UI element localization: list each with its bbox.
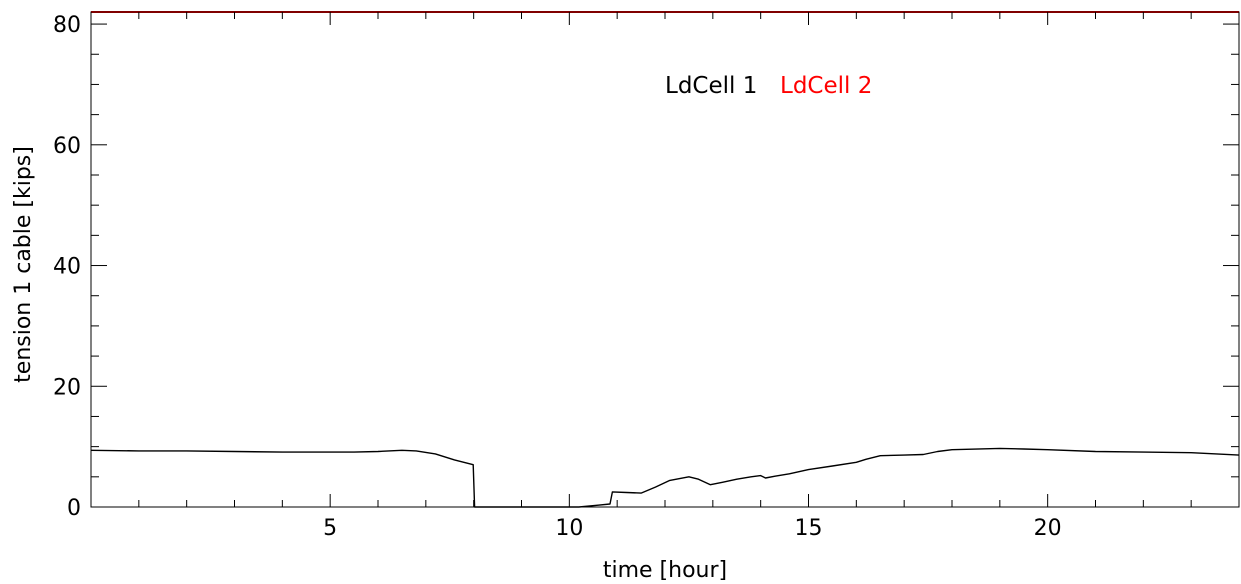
y-tick-label: 0: [67, 496, 81, 521]
x-tick-label: 5: [323, 516, 337, 541]
y-tick-label: 60: [53, 134, 81, 159]
y-axis-title: tension 1 cable [kips]: [11, 146, 36, 383]
axis-ticks: 5 10 15 20 0 20 40 60 80: [53, 12, 1239, 541]
x-tick-label: 10: [555, 516, 583, 541]
x-tick-label: 15: [795, 516, 823, 541]
legend: LdCell 1 LdCell 2: [665, 73, 872, 99]
x-tick-label: 20: [1034, 516, 1062, 541]
legend-entry-1: LdCell 1: [665, 73, 757, 99]
x-axis-title: time [hour]: [603, 558, 727, 583]
legend-entry-2: LdCell 2: [780, 73, 872, 99]
y-tick-label: 40: [53, 255, 81, 280]
series-line-1: [90, 447, 1240, 508]
y-tick-label: 80: [53, 13, 81, 38]
y-tick-label: 20: [53, 375, 81, 400]
